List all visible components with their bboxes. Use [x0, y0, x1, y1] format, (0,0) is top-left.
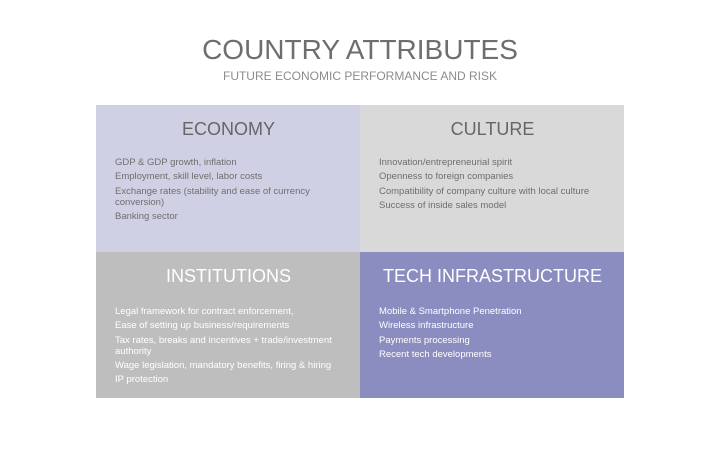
list-item: Compatibility of company culture with lo…	[379, 185, 590, 197]
quadrant-institutions: INSTITUTIONS Legal framework for contrac…	[96, 252, 360, 398]
quadrant-institutions-list: Legal framework for contract enforcement…	[115, 306, 342, 385]
list-item: Employment, skill level, labor costs	[115, 171, 263, 183]
quadrant-tech-list: Mobile & Smartphone Penetration Wireless…	[379, 306, 606, 360]
quadrant-economy-list: GDP & GDP growth, inflation Employment, …	[115, 157, 342, 222]
quadrant-culture-title: CULTURE	[450, 119, 535, 139]
list-item: Payments processing	[379, 334, 470, 346]
list-item: Ease of setting up business/requirements	[115, 320, 290, 332]
list-item: Mobile & Smartphone Penetration	[379, 306, 522, 317]
list-item: Openness to foreign companies	[379, 171, 514, 183]
list-item: Tax rates, breaks and incentives + trade…	[115, 334, 332, 357]
list-item: Wireless infrastructure	[379, 320, 474, 332]
quadrant-culture-list: Innovation/entrepreneurial spirit Openne…	[379, 157, 606, 211]
list-item: Wage legislation, mandatory benefits, fi…	[115, 359, 332, 371]
list-item: Recent tech developments	[379, 348, 492, 360]
list-item: Exchange rates (stability and ease of cu…	[115, 185, 310, 208]
quadrant-tech-infrastructure: TECH INFRASTRUCTURE Mobile & Smartphone …	[360, 252, 624, 398]
page-subtitle: FUTURE ECONOMIC PERFORMANCE AND RISK	[222, 69, 498, 83]
quadrant-institutions-title: INSTITUTIONS	[166, 266, 291, 286]
list-item: Success of inside sales model	[379, 199, 507, 211]
list-item: GDP & GDP growth, inflation	[115, 157, 237, 168]
list-item: Innovation/entrepreneurial spirit	[379, 157, 513, 168]
page-title: COUNTRY ATTRIBUTES	[202, 34, 518, 65]
quadrant-culture: CULTURE Innovation/entrepreneurial spiri…	[360, 105, 624, 252]
quadrant-economy-title: ECONOMY	[181, 119, 275, 139]
quadrant-economy: ECONOMY GDP & GDP growth, inflation Empl…	[96, 105, 360, 252]
attributes-grid: ECONOMY GDP & GDP growth, inflation Empl…	[96, 105, 624, 398]
quadrant-tech-title: TECH INFRASTRUCTURE	[383, 266, 602, 286]
list-item: IP protection	[115, 374, 169, 386]
list-item: Legal framework for contract enforcement…	[115, 306, 294, 317]
list-item: Banking sector	[115, 210, 178, 222]
